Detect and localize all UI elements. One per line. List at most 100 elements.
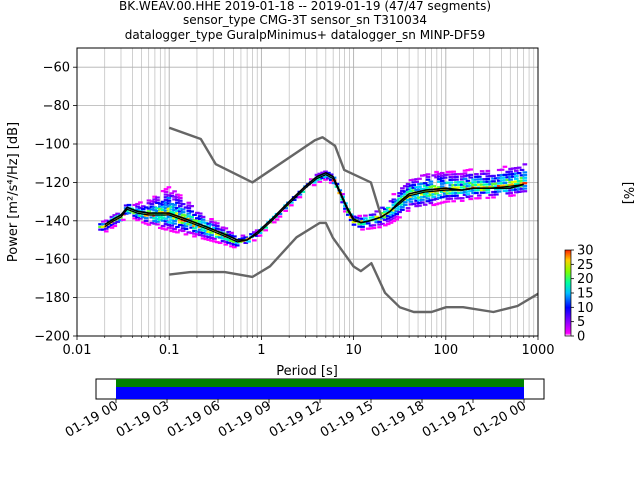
density-cell xyxy=(112,222,118,225)
density-cell xyxy=(405,188,411,191)
density-cell xyxy=(232,246,237,249)
density-cell xyxy=(135,205,140,208)
density-cell xyxy=(149,205,155,208)
density-cell xyxy=(482,186,488,189)
density-cell xyxy=(451,194,456,197)
density-cell xyxy=(459,180,465,184)
density-cell xyxy=(317,178,323,181)
density-cell xyxy=(485,183,491,186)
density-cell xyxy=(177,223,183,227)
density-cell xyxy=(189,226,194,229)
density-cell xyxy=(448,194,454,198)
density-cell xyxy=(166,226,172,229)
density-cell xyxy=(172,222,177,225)
density-cell xyxy=(220,239,226,243)
density-cell xyxy=(508,167,513,171)
density-cell xyxy=(374,210,380,213)
density-cell xyxy=(169,216,175,219)
density-cell xyxy=(226,241,232,244)
density-cell xyxy=(448,192,454,195)
density-cell xyxy=(516,171,522,175)
density-cell xyxy=(220,226,226,229)
density-cell xyxy=(186,204,192,207)
density-cell xyxy=(474,181,479,184)
density-cell xyxy=(380,212,385,215)
x-tick-label: 0.01 xyxy=(63,343,92,358)
density-cell xyxy=(186,231,192,234)
density-cell xyxy=(522,171,528,174)
density-cell xyxy=(314,179,320,182)
density-cell xyxy=(394,210,400,213)
density-cell xyxy=(351,220,357,224)
density-cell xyxy=(428,183,434,186)
density-cell xyxy=(454,175,459,179)
density-cell xyxy=(200,231,206,235)
density-cell xyxy=(368,224,374,227)
density-cell xyxy=(434,170,439,174)
density-cell xyxy=(391,214,397,217)
density-cell xyxy=(214,233,220,236)
density-cell xyxy=(175,231,180,234)
colorbar-tick-label: 10 xyxy=(577,301,594,316)
density-cell xyxy=(414,205,419,208)
density-cell xyxy=(414,196,419,200)
density-cell xyxy=(448,170,454,173)
density-cell xyxy=(277,215,283,218)
density-cell xyxy=(103,230,109,233)
density-cell xyxy=(158,210,163,213)
density-cell xyxy=(365,227,371,230)
density-cell xyxy=(331,181,337,185)
density-cell xyxy=(195,211,200,214)
density-cell xyxy=(183,222,189,225)
density-cell xyxy=(402,190,408,193)
density-cell xyxy=(454,197,459,200)
density-cell xyxy=(414,180,419,184)
density-cell xyxy=(448,178,454,181)
density-cell xyxy=(138,209,143,212)
density-cell xyxy=(508,194,513,197)
density-cell xyxy=(420,201,425,204)
density-cell xyxy=(391,211,397,215)
density-cell xyxy=(155,215,160,218)
density-cell xyxy=(428,180,434,183)
density-cell xyxy=(206,233,212,236)
density-cell xyxy=(425,200,431,203)
density-cell xyxy=(212,224,217,227)
density-cell xyxy=(240,237,246,240)
density-cell xyxy=(502,179,508,182)
density-cell xyxy=(405,182,411,186)
density-cell xyxy=(451,192,456,195)
density-cell xyxy=(511,175,516,178)
density-cell xyxy=(431,203,437,207)
density-cell xyxy=(434,203,439,206)
density-cell xyxy=(439,201,445,204)
density-cell xyxy=(516,180,522,183)
density-cell xyxy=(158,218,163,221)
density-cell xyxy=(488,180,493,183)
density-cell xyxy=(180,229,186,233)
density-cell xyxy=(417,199,422,202)
density-cell xyxy=(146,202,152,205)
density-cell xyxy=(166,210,172,213)
density-cell xyxy=(385,220,391,223)
density-cell xyxy=(226,238,232,242)
density-cell xyxy=(203,229,209,233)
density-cell xyxy=(445,181,451,184)
density-cell xyxy=(109,215,115,219)
density-cell xyxy=(516,166,522,169)
density-cloud xyxy=(98,163,528,249)
density-cell xyxy=(223,232,229,235)
density-cell xyxy=(519,168,525,172)
density-cell xyxy=(186,207,192,210)
density-cell xyxy=(197,220,203,223)
density-cell xyxy=(169,221,175,225)
density-cell xyxy=(197,217,203,221)
density-cell xyxy=(414,186,419,189)
density-cell xyxy=(192,227,197,230)
density-cell xyxy=(209,236,214,240)
density-cell xyxy=(166,215,172,218)
density-cell xyxy=(163,217,169,220)
density-cell xyxy=(482,188,488,192)
density-cell xyxy=(217,236,223,239)
density-cell xyxy=(183,217,189,220)
